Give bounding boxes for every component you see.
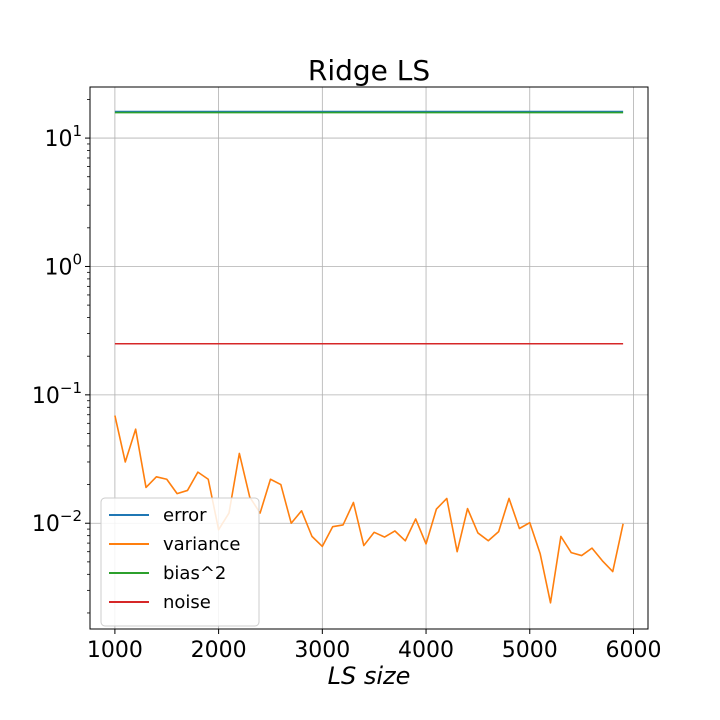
y-tick-base: 10 [32,384,60,409]
legend: error variance bias^2 noise [100,497,260,627]
chart-title: Ridge LS [308,54,430,87]
y-tick-exponent: −1 [60,379,82,397]
legend-label: variance [163,534,241,555]
legend-label: error [163,505,207,526]
y-tick-exponent: 0 [72,250,82,268]
x-tick-label: 6000 [605,638,661,663]
y-tick-base: 10 [44,127,72,152]
x-tick-label: 4000 [398,638,454,663]
y-tick-label: 10−1 [32,379,82,409]
legend-label: bias^2 [163,563,226,584]
grid [90,87,648,629]
y-tick-exponent: −2 [60,507,82,525]
legend-box [100,497,260,627]
legend-label: noise [163,592,211,613]
y-tick-base: 10 [32,512,60,537]
y-tick-base: 10 [44,255,72,280]
plot-frame [89,86,649,630]
y-tick-label: 10−2 [32,507,82,537]
y-tick-label: 100 [44,250,82,280]
x-tick-label: 1000 [87,638,143,663]
y-tick-exponent: 1 [72,122,82,140]
x-tick-label: 5000 [502,638,558,663]
x-tick-label: 3000 [294,638,350,663]
series-layer [114,110,624,604]
x-tick-label: 2000 [191,638,247,663]
x-axis-label: LS size [328,662,411,690]
series-line-variance [114,415,624,604]
y-tick-label: 101 [44,122,82,152]
x-axis: 1000 2000 3000 4000 5000 6000 [87,629,661,663]
